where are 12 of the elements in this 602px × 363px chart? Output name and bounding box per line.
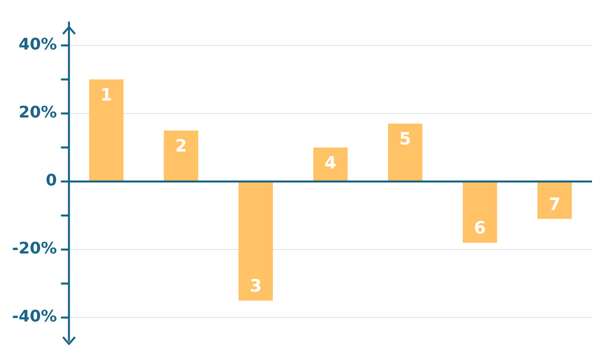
x-tick-label: 4 [324, 153, 337, 174]
y-tick-label: -20% [12, 238, 57, 258]
x-tick-label: 2 [175, 136, 187, 156]
x-tick-label: 5 [399, 130, 412, 150]
y-tick-label: 40% [18, 34, 57, 54]
y-tick-label: -40% [12, 306, 57, 326]
y-tick-label: 20% [18, 102, 57, 122]
x-tick-label: 3 [250, 276, 262, 296]
x-tick-label: 7 [548, 194, 561, 215]
y-tick-label: 0 [46, 170, 57, 190]
x-tick-label: 1 [100, 85, 112, 106]
x-tick-label: 6 [474, 218, 486, 239]
